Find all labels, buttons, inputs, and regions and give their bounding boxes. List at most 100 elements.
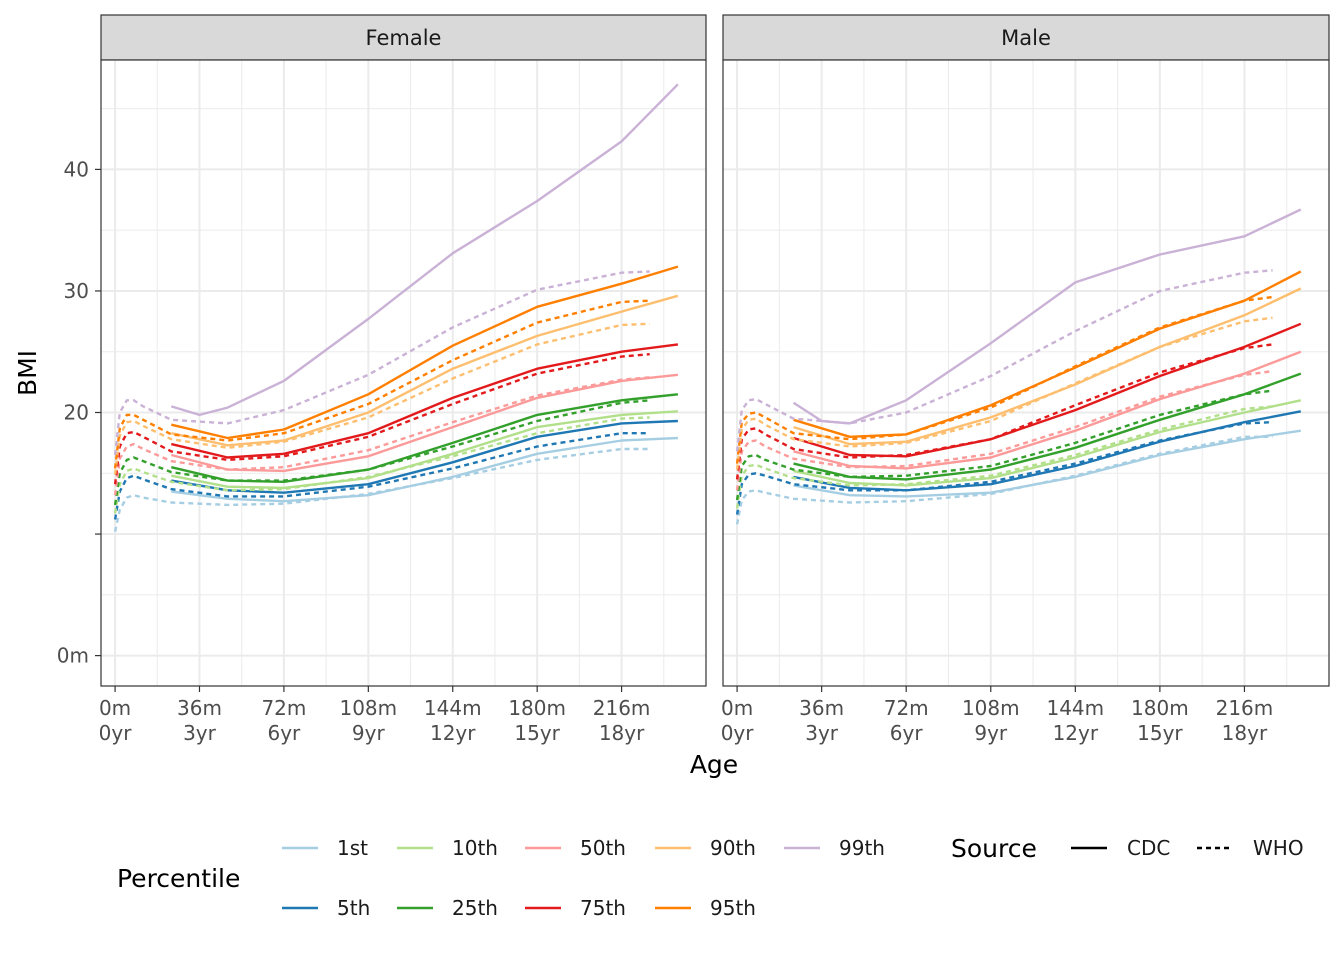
legend-entry-p50: 50th (525, 836, 626, 860)
panel-border-female (100, 59, 707, 687)
legend-title-source: Source (951, 834, 1037, 863)
x-tick-label: 72m (884, 696, 929, 720)
series-line-p5-who (113, 432, 650, 520)
x-tick-label-years: 9yr (352, 721, 386, 745)
legend-label-p1: 1st (337, 836, 368, 860)
x-tick-label-years: 0yr (721, 721, 755, 745)
legend-label-p75: 75th (580, 896, 626, 920)
series-line-p90-who (113, 322, 650, 475)
series-line-p1-cdc (793, 429, 1301, 498)
legend-entry-p99: 99th (784, 836, 885, 860)
series-line-p50-who (735, 370, 1273, 491)
legend-entry-p10: 10th (397, 836, 498, 860)
series-line-p99-cdc (170, 83, 679, 417)
series-line-p1-cdc (171, 436, 678, 503)
facet-strip-female (100, 14, 707, 61)
x-tick-label-years: 6yr (268, 721, 302, 745)
facet-label-male: Male (1001, 26, 1051, 50)
x-tick-label: 36m (177, 696, 222, 720)
legend: Percentile 1st 5th 10th 25th 50th 75th 90th 95t… (117, 834, 1304, 920)
series-lines-male (735, 208, 1302, 525)
x-tick-label-years: 0yr (99, 721, 133, 745)
legend-label-who: WHO (1253, 836, 1304, 860)
series-line-p5-who (735, 421, 1273, 515)
gridlines-female (101, 60, 706, 686)
x-tick-label: 72m (261, 696, 306, 720)
panel-border-male (722, 59, 1330, 687)
series-line-p99-who (735, 269, 1273, 452)
axis-titles: Age BMI (13, 350, 738, 779)
series-line-p90-who (735, 316, 1273, 470)
x-axis-title: Age (690, 750, 738, 779)
series-line-p10-cdc (793, 399, 1302, 487)
x-tick-label: 180m (1131, 696, 1189, 720)
y-tick-label: 20 (64, 401, 89, 425)
facet-label-female: Female (366, 26, 442, 50)
legend-label-p25: 25th (452, 896, 498, 920)
series-line-p10-who (113, 416, 650, 514)
facet-panels: Female0m0yr36m3yr72m6yr108m9yr144m12yr18… (57, 14, 1330, 745)
legend-entry-p90: 90th (655, 836, 756, 860)
x-tick-label: 108m (339, 696, 397, 720)
series-line-p75-cdc (171, 343, 679, 459)
series-line-p95-who (113, 299, 650, 469)
legend-entry-p25: 25th (397, 896, 498, 920)
legend-entry-p1: 1st (282, 836, 368, 860)
x-tick-label: 180m (508, 696, 566, 720)
x-tick-label-years: 12yr (1053, 721, 1099, 745)
x-tick-label: 0m (721, 696, 753, 720)
x-tick-label-years: 15yr (514, 721, 560, 745)
x-tick-label-years: 18yr (1222, 721, 1268, 745)
series-line-p25-who (735, 389, 1273, 501)
x-tick-label-years: 9yr (974, 721, 1008, 745)
series-line-p1-who (735, 435, 1273, 525)
series-line-p99-cdc (792, 208, 1302, 425)
series-line-p25-cdc (171, 393, 679, 483)
legend-entry-p75: 75th (525, 896, 626, 920)
legend-percentile-entries: 1st 5th 10th 25th 50th 75th 90th 95th 99th (282, 836, 885, 920)
series-line-p25-who (113, 399, 650, 506)
legend-label-cdc: CDC (1127, 836, 1170, 860)
series-lines-female (113, 83, 679, 532)
series-line-p75-cdc (793, 322, 1302, 458)
y-tick-label: 30 (64, 279, 89, 303)
legend-title-percentile: Percentile (117, 864, 240, 893)
series-line-p5-cdc (171, 419, 678, 494)
legend-label-p5: 5th (337, 896, 370, 920)
legend-entry-cdc: CDC (1071, 836, 1170, 860)
y-axis-title: BMI (13, 350, 42, 396)
x-tick-label-years: 18yr (599, 721, 645, 745)
series-line-p1-who (113, 447, 650, 532)
x-tick-label: 0m (99, 696, 131, 720)
series-line-p90-cdc (171, 294, 679, 447)
x-tick-label: 108m (962, 696, 1020, 720)
series-line-p99-who (113, 270, 650, 456)
x-tick-label-years: 3yr (805, 721, 839, 745)
y-axis: 0m 20 30 40 (57, 157, 101, 668)
legend-label-p99: 99th (839, 836, 885, 860)
x-tick-label-years: 6yr (890, 721, 924, 745)
y-tick-label: 40 (64, 157, 89, 181)
facet-strip-male (722, 14, 1330, 61)
panel-female: Female0m0yr36m3yr72m6yr108m9yr144m12yr18… (57, 14, 707, 745)
y-tick-label: 0m (57, 644, 89, 668)
legend-entry-p95: 95th (655, 896, 756, 920)
legend-entry-who: WHO (1197, 836, 1304, 860)
series-line-p90-cdc (793, 287, 1302, 446)
legend-entry-p5: 5th (282, 896, 370, 920)
series-line-p10-who (735, 405, 1273, 509)
series-line-p50-who (113, 376, 650, 496)
legend-label-p50: 50th (580, 836, 626, 860)
x-tick-label-years: 15yr (1137, 721, 1183, 745)
x-tick-label: 144m (424, 696, 482, 720)
legend-label-p90: 90th (710, 836, 756, 860)
x-tick-label: 36m (799, 696, 844, 720)
x-tick-label: 216m (593, 696, 651, 720)
x-tick-label: 216m (1216, 696, 1274, 720)
legend-source-entries: CDC WHO (1071, 836, 1304, 860)
plot-area-male (723, 60, 1329, 686)
